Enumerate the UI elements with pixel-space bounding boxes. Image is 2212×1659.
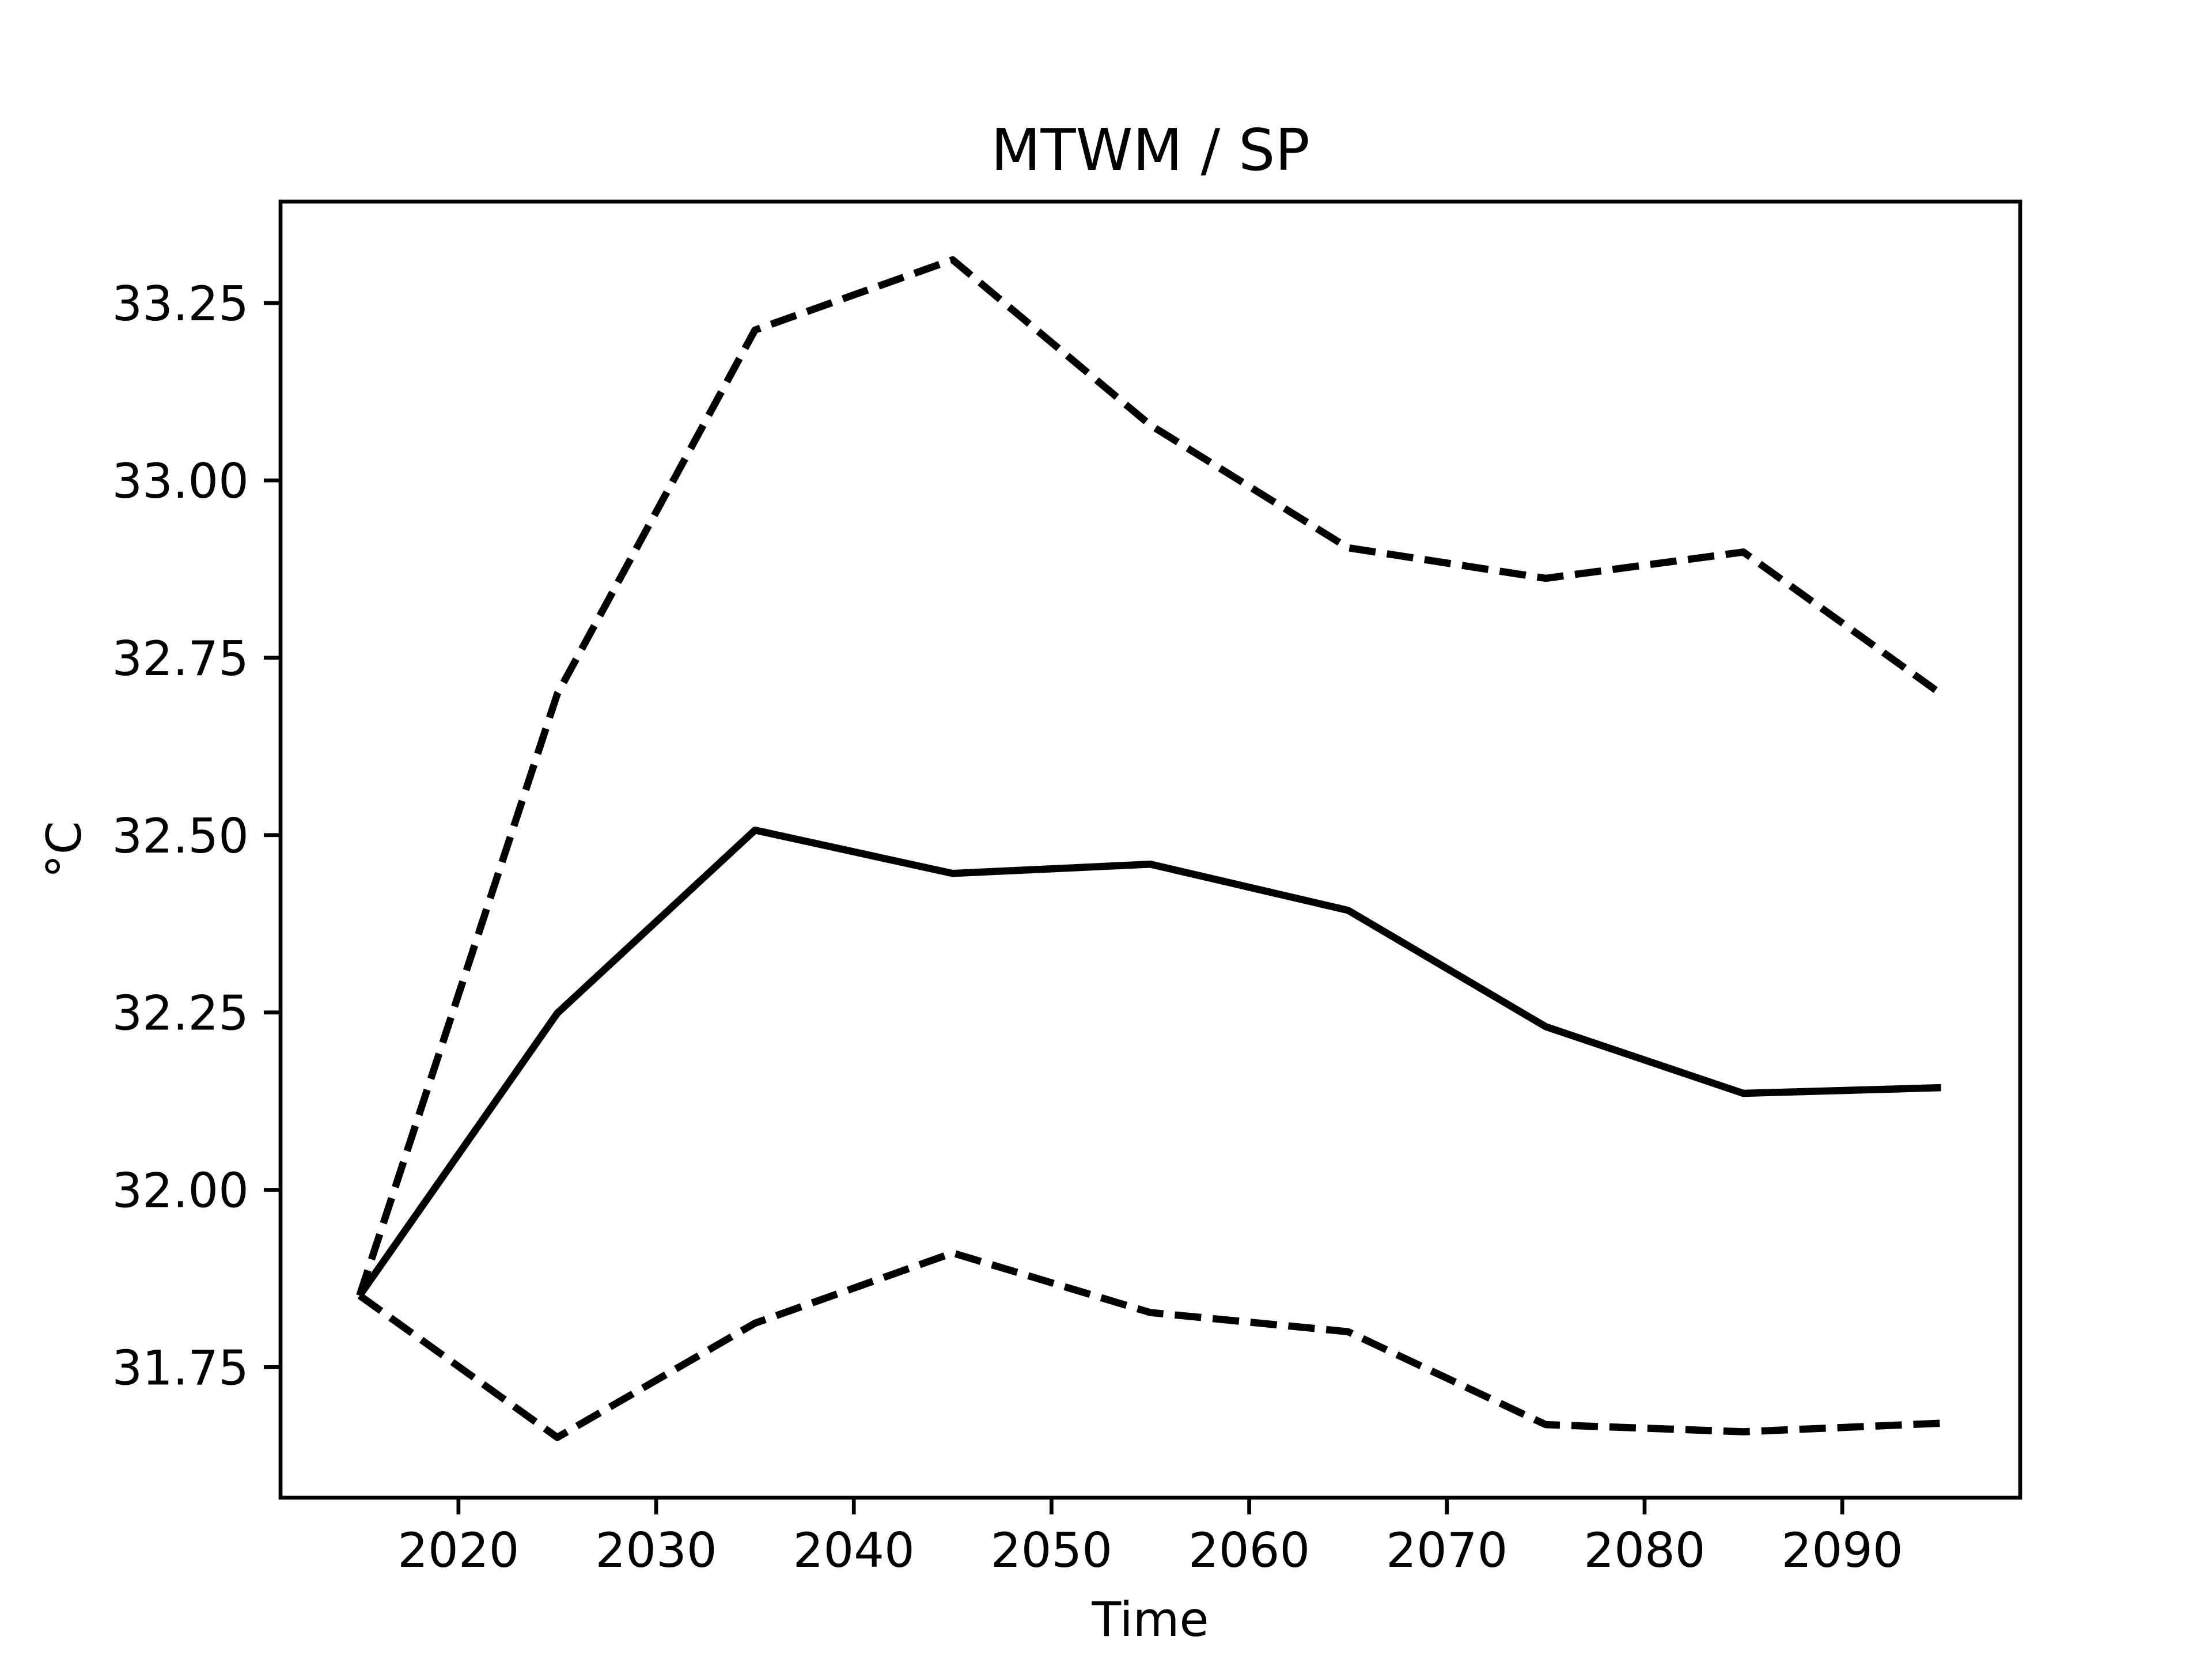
y-tick-label: 32.00 (112, 1163, 249, 1219)
x-tick-label: 2050 (991, 1522, 1112, 1578)
x-tick-label: 2020 (397, 1522, 519, 1578)
y-tick-label: 32.25 (112, 986, 249, 1041)
series-line (356, 256, 1944, 1297)
x-tick-label: 2080 (1584, 1522, 1705, 1578)
x-tick-label: 2040 (793, 1522, 915, 1578)
y-tick-label: 31.75 (112, 1340, 249, 1396)
x-tick-label: 2070 (1386, 1522, 1508, 1578)
y-tick-label: 32.75 (112, 631, 249, 687)
series-line (357, 1249, 1941, 1441)
plot-frame (278, 199, 2022, 1500)
series-line (357, 826, 1941, 1298)
y-axis-label: °C (36, 821, 92, 878)
y-tick-label: 32.50 (112, 808, 249, 864)
chart-title: MTWM / SP (991, 116, 1310, 184)
x-tick-label: 2090 (1782, 1522, 1903, 1578)
x-axis-label: Time (1091, 1592, 1209, 1647)
x-tick-label: 2030 (595, 1522, 717, 1578)
y-tick-label: 33.00 (112, 453, 249, 509)
x-tick-label: 2060 (1188, 1522, 1310, 1578)
y-tick-label: 33.25 (112, 276, 249, 332)
